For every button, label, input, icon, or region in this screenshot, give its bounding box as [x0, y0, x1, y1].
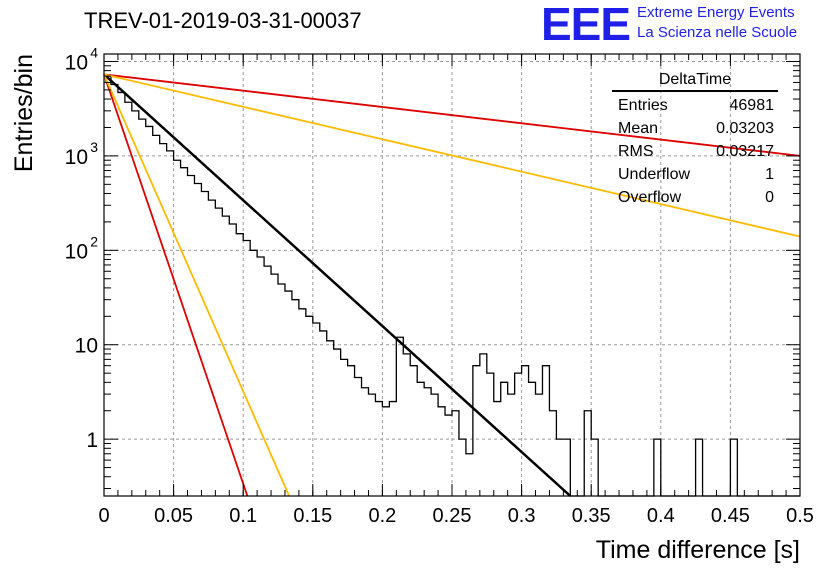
stats-row-rms: RMS 0.03217 — [612, 140, 778, 163]
stats-row-overflow: Overflow 0 — [612, 186, 778, 209]
x-tick-label: 0.45 — [711, 505, 750, 527]
fit-line-3 — [103, 73, 801, 157]
stats-title: DeltaTime — [612, 70, 778, 92]
stats-label: RMS — [618, 143, 654, 160]
stats-label: Overflow — [618, 189, 682, 206]
fit-line-2 — [103, 74, 290, 497]
stats-label: Mean — [618, 120, 659, 137]
logo-line-2: La Scienza nelle Scuole — [637, 24, 798, 41]
y-tick-exponent: 4 — [90, 44, 98, 60]
stats-value: 46981 — [729, 97, 775, 114]
x-tick-label: 0.4 — [647, 505, 675, 527]
y-tick-exponent: 2 — [90, 233, 98, 249]
x-tick-label: 0.35 — [572, 505, 611, 527]
stats-value: 1 — [765, 166, 774, 183]
y-tick-label: 10 — [75, 335, 98, 358]
x-tick-label: 0.1 — [229, 505, 257, 527]
x-axis-label: Time difference [s] — [596, 536, 800, 564]
x-tick-label: 0.3 — [508, 505, 536, 527]
chart-title: TREV-01-2019-03-31-00037 — [84, 8, 362, 33]
stats-row-mean: Mean 0.03203 — [612, 117, 778, 140]
y-tick-label: 10 — [65, 51, 88, 74]
y-tick-label: 10 — [65, 240, 88, 263]
stats-row-entries: Entries 46981 — [612, 94, 778, 117]
x-tick-label: 0.05 — [154, 505, 193, 527]
x-tick-label: 0 — [98, 505, 109, 527]
y-tick-label: 10 — [65, 146, 88, 169]
fit-line-4 — [103, 73, 801, 238]
stats-value: 0.03203 — [716, 120, 774, 137]
x-tick-label: 0.2 — [368, 505, 396, 527]
stats-value: 0 — [765, 189, 774, 206]
logo-line-1: Extreme Energy Events — [637, 4, 795, 21]
x-tick-label: 0.15 — [293, 505, 332, 527]
y-axis-label: Entries/bin — [10, 54, 38, 172]
y-tick-label: 1 — [86, 429, 98, 452]
stats-box: DeltaTime Entries 46981 Mean 0.03203 RMS… — [612, 70, 778, 209]
stats-label: Underflow — [618, 166, 691, 183]
axis-ticks: 0 0.05 0.1 0.15 0.2 0.25 0.3 0.35 0.4 0.45 0.51101… — [65, 44, 814, 527]
x-tick-label: 0.25 — [433, 505, 472, 527]
fit-line-0 — [103, 73, 572, 497]
y-tick-exponent: 3 — [90, 139, 98, 155]
stats-label: Entries — [618, 97, 668, 114]
stats-row-underflow: Underflow 1 — [612, 163, 778, 186]
eee-logo: EEE — [541, 0, 631, 50]
fit-line-1 — [103, 74, 249, 497]
x-tick-label: 0.5 — [786, 505, 814, 527]
stats-value: 0.03217 — [716, 143, 774, 160]
fit-lines — [103, 73, 801, 497]
